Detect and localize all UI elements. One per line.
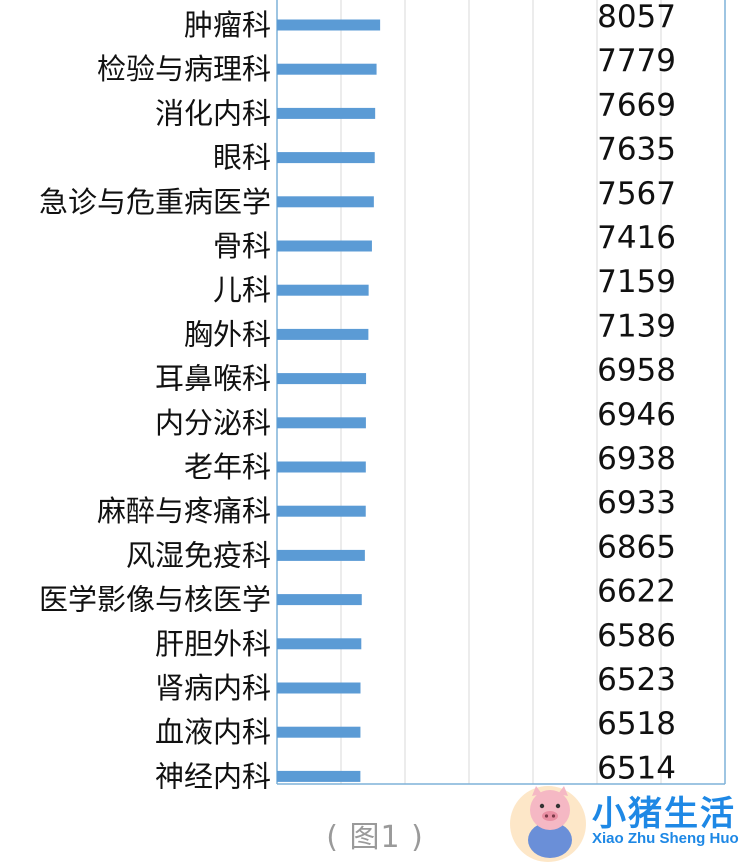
category-label: 骨科 <box>213 229 271 263</box>
chart-canvas: 肿瘤科 8057 检验与病理科 7779 消化内科 7669 眼科 7635 急诊与危重病医学 7… <box>39 0 726 793</box>
category-label: 血液内科 <box>155 715 271 749</box>
value-label: 7779 <box>597 43 676 79</box>
bar <box>277 284 369 296</box>
bar <box>277 682 361 694</box>
bar <box>277 107 376 119</box>
category-label: 肝胆外科 <box>155 627 271 661</box>
category-label: 眼科 <box>213 141 271 175</box>
value-label: 7159 <box>597 264 676 300</box>
value-label: 6523 <box>597 662 676 698</box>
watermark: 小猪生活 Xiao Zhu Sheng Huo <box>508 780 750 864</box>
value-label: 6865 <box>597 529 676 565</box>
bar <box>277 549 365 561</box>
value-label: 6622 <box>597 574 676 610</box>
category-label: 消化内科 <box>155 96 271 130</box>
category-label: 肾病内科 <box>155 671 271 705</box>
category-label: 急诊与危重病医学 <box>39 185 271 219</box>
value-label: 7416 <box>597 220 676 256</box>
bar <box>277 63 377 75</box>
value-label: 6514 <box>597 750 676 786</box>
bar <box>277 770 361 782</box>
value-label: 6518 <box>597 706 676 742</box>
category-label: 风湿免疫科 <box>126 538 271 572</box>
bar <box>277 328 369 340</box>
value-label: 7669 <box>597 87 676 123</box>
bar <box>277 461 366 473</box>
category-label: 麻醉与疼痛科 <box>97 494 271 528</box>
category-label: 儿科 <box>213 273 271 307</box>
bar-chart: 肿瘤科 8057 检验与病理科 7779 消化内科 7669 眼科 7635 急诊与危重病医学 7… <box>39 0 726 793</box>
bar <box>277 505 366 517</box>
value-label: 7635 <box>597 132 676 168</box>
value-label: 6938 <box>597 441 676 477</box>
category-label: 医学影像与核医学 <box>39 583 271 617</box>
bar <box>277 726 361 738</box>
value-label: 6946 <box>597 397 676 433</box>
category-label: 耳鼻喉科 <box>155 362 271 396</box>
value-label: 6933 <box>597 485 676 521</box>
bar <box>277 638 362 650</box>
value-label: 7567 <box>597 176 676 212</box>
bar <box>277 417 366 429</box>
bar <box>277 19 381 31</box>
figure-caption: ( 图1 ) <box>326 820 424 855</box>
value-label: 6958 <box>597 353 676 389</box>
bar <box>277 373 367 385</box>
bar <box>277 594 362 606</box>
category-label: 内分泌科 <box>155 406 271 440</box>
category-label: 检验与病理科 <box>97 52 271 86</box>
bar <box>277 152 375 164</box>
bar <box>277 240 372 252</box>
pig-mascot-icon <box>510 786 586 862</box>
watermark-pinyin: Xiao Zhu Sheng Huo <box>592 830 739 847</box>
category-label: 胸外科 <box>184 317 271 351</box>
category-label: 神经内科 <box>155 759 271 793</box>
value-label: 8057 <box>597 0 676 35</box>
watermark-brand: 小猪生活 <box>592 794 736 834</box>
value-label: 6586 <box>597 618 676 654</box>
bar <box>277 196 374 208</box>
category-label: 老年科 <box>184 450 271 484</box>
category-label: 肿瘤科 <box>184 8 271 42</box>
value-label: 7139 <box>597 308 676 344</box>
